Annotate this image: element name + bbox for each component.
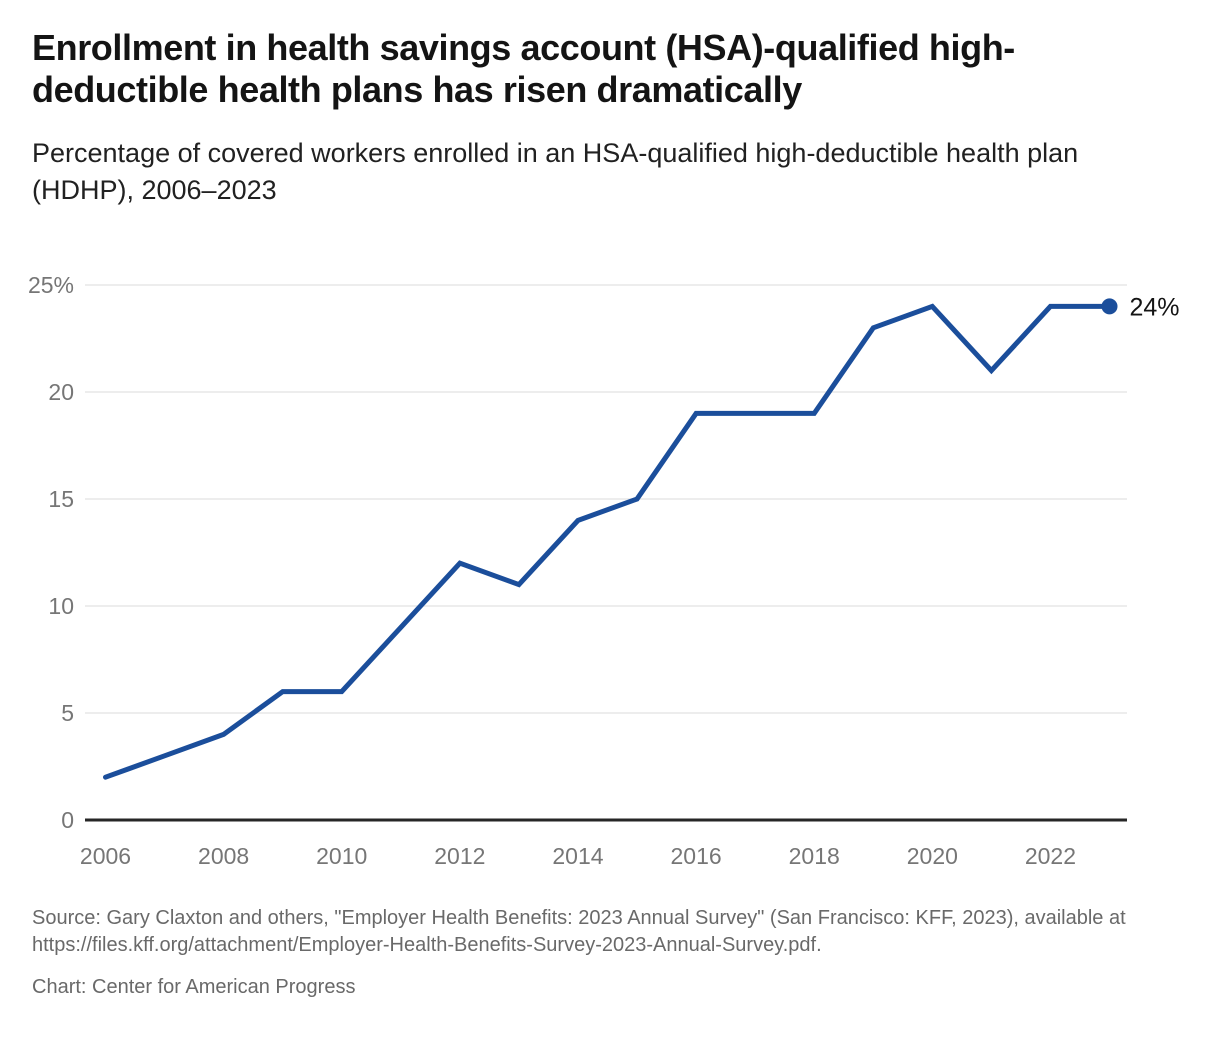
y-axis-tick-label: 20 <box>48 379 74 405</box>
end-point-label: 24% <box>1130 293 1180 321</box>
x-axis-tick-label: 2010 <box>316 843 367 869</box>
y-axis-tick-label: 25% <box>28 272 74 298</box>
x-axis-tick-label: 2008 <box>198 843 249 869</box>
x-axis-tick-label: 2016 <box>671 843 722 869</box>
page-title: Enrollment in health savings account (HS… <box>32 27 1015 111</box>
y-axis-tick-label: 10 <box>48 593 74 619</box>
x-axis-tick-label: 2012 <box>434 843 485 869</box>
source-note: Source: Gary Claxton and others, "Employ… <box>32 906 1126 957</box>
x-axis-tick-label: 2022 <box>1025 843 1076 869</box>
chart-credit: Chart: Center for American Progress <box>32 975 356 998</box>
chart-subtitle: Percentage of covered workers enrolled i… <box>32 138 1079 205</box>
x-axis-tick-label: 2020 <box>907 843 958 869</box>
x-axis-tick-label: 2014 <box>552 843 603 869</box>
y-axis-tick-label: 0 <box>61 807 74 833</box>
enrollment-line <box>103 303 1112 780</box>
line-chart: 0 5 10 15 20 25% 2006 2008 2010 2012 2014 2016 2018 2… <box>28 272 1180 869</box>
y-axis-tick-label: 15 <box>48 486 74 512</box>
chart-page: Enrollment in health savings account (HS… <box>0 27 1220 1047</box>
x-axis-tick-label: 2018 <box>789 843 840 869</box>
end-point-dot <box>1101 298 1118 315</box>
x-axis-tick-label: 2006 <box>80 843 131 869</box>
y-axis-tick-label: 5 <box>61 700 74 726</box>
